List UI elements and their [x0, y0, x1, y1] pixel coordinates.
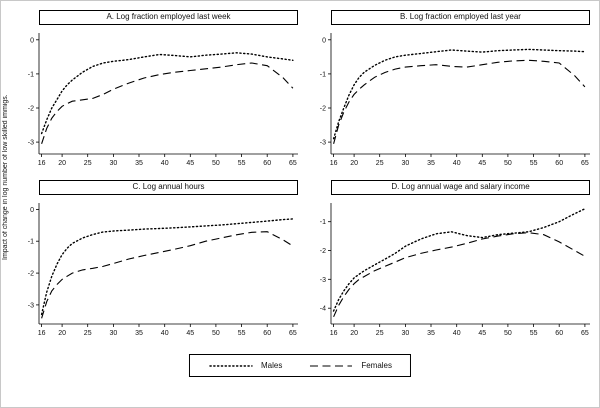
svg-text:25: 25: [376, 330, 384, 337]
svg-text:30: 30: [402, 330, 410, 337]
svg-text:16: 16: [38, 330, 46, 337]
svg-text:25: 25: [376, 160, 384, 167]
svg-text:35: 35: [427, 330, 435, 337]
svg-text:65: 65: [581, 160, 589, 167]
svg-text:30: 30: [402, 160, 410, 167]
panel-a-title: A. Log fraction employed last week: [39, 10, 298, 25]
svg-text:30: 30: [110, 160, 118, 167]
svg-text:60: 60: [555, 330, 563, 337]
svg-text:20: 20: [350, 330, 358, 337]
svg-text:50: 50: [212, 330, 220, 337]
svg-text:65: 65: [289, 160, 297, 167]
svg-text:60: 60: [263, 160, 271, 167]
svg-text:40: 40: [453, 330, 461, 337]
svg-text:0: 0: [322, 37, 326, 44]
svg-text:-2: -2: [28, 106, 34, 113]
svg-text:16: 16: [330, 160, 338, 167]
svg-text:-3: -3: [28, 140, 34, 147]
svg-text:-1: -1: [320, 71, 326, 78]
svg-text:45: 45: [186, 330, 194, 337]
svg-text:40: 40: [161, 330, 169, 337]
legend-label-females: Females: [361, 361, 393, 370]
svg-text:50: 50: [504, 160, 512, 167]
svg-text:50: 50: [212, 160, 220, 167]
svg-text:55: 55: [530, 160, 538, 167]
svg-text:35: 35: [135, 160, 143, 167]
legend-label-males: Males: [260, 361, 283, 370]
svg-text:-2: -2: [28, 271, 34, 278]
svg-text:45: 45: [478, 160, 486, 167]
svg-text:65: 65: [289, 330, 297, 337]
panel-b-title: B. Log fraction employed last year: [331, 10, 590, 25]
svg-text:55: 55: [238, 330, 246, 337]
svg-text:20: 20: [58, 160, 66, 167]
svg-text:45: 45: [478, 330, 486, 337]
panel-b: B. Log fraction employed last year 16 20 2…: [306, 7, 598, 177]
svg-text:50: 50: [504, 330, 512, 337]
svg-text:0: 0: [30, 37, 34, 44]
svg-text:60: 60: [263, 330, 271, 337]
svg-text:-3: -3: [320, 140, 326, 147]
panel-d-plot: 16 20 25 30 35 40 45 50 55 60 65 -1 -2 -3 -4: [320, 203, 590, 337]
svg-text:16: 16: [330, 330, 338, 337]
males-dotted-line-sample: [209, 364, 253, 367]
svg-text:65: 65: [581, 330, 589, 337]
panel-a-plot: 16 20 25 30 35 40 45 50 55 60 65 0 -1 -2 -3: [28, 33, 298, 167]
svg-text:-3: -3: [320, 277, 326, 284]
svg-text:0: 0: [30, 207, 34, 214]
svg-text:-4: -4: [320, 306, 326, 313]
panel-b-plot: 16 20 25 30 35 40 45 50 55 60 65 0 -1 -2 -3: [320, 33, 590, 167]
panel-a: A. Log fraction employed last week 16 20 2…: [14, 7, 306, 177]
svg-text:30: 30: [110, 330, 118, 337]
females-dashed-line-sample: [310, 364, 353, 367]
svg-text:25: 25: [84, 160, 92, 167]
svg-text:-1: -1: [28, 239, 34, 246]
svg-text:20: 20: [58, 330, 66, 337]
panel-d-title: D. Log annual wage and salary income: [331, 180, 590, 195]
svg-text:25: 25: [84, 330, 92, 337]
svg-text:55: 55: [238, 160, 246, 167]
panel-c: C. Log annual hours 16 20 25 30 35 40 45 50 55 60…: [14, 177, 306, 347]
svg-text:-2: -2: [320, 248, 326, 255]
svg-text:40: 40: [453, 160, 461, 167]
svg-text:-2: -2: [320, 106, 326, 113]
panel-d: D. Log annual wage and salary income 16 2…: [306, 177, 598, 347]
svg-text:-1: -1: [28, 71, 34, 78]
svg-text:45: 45: [186, 160, 194, 167]
panel-c-title: C. Log annual hours: [39, 180, 298, 195]
svg-text:60: 60: [555, 160, 563, 167]
svg-text:-1: -1: [320, 219, 326, 226]
svg-text:55: 55: [530, 330, 538, 337]
panel-c-plot: 16 20 25 30 35 40 45 50 55 60 65 0 -1 -2 -3: [28, 203, 298, 337]
svg-text:35: 35: [135, 330, 143, 337]
legend: Males Females: [188, 354, 412, 377]
svg-text:35: 35: [427, 160, 435, 167]
svg-text:-3: -3: [28, 302, 34, 309]
svg-text:16: 16: [38, 160, 46, 167]
panel-grid: A. Log fraction employed last week 16 20 2…: [14, 7, 598, 347]
y-axis-label: Impact of change in log number of low sk…: [2, 94, 9, 260]
svg-text:40: 40: [161, 160, 169, 167]
svg-text:20: 20: [350, 160, 358, 167]
legend-item-females: Females: [308, 361, 392, 370]
legend-item-males: Males: [208, 361, 282, 370]
